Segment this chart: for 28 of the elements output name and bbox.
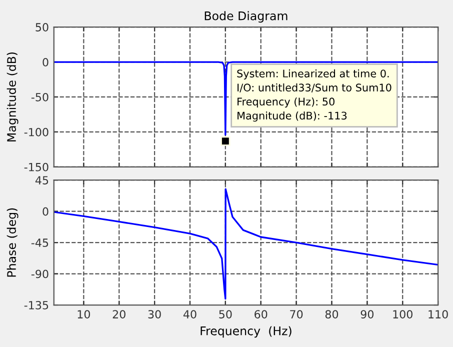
- y-tick-label: 0: [42, 207, 48, 216]
- y-axis-title: Magnitude (dB): [6, 52, 18, 142]
- x-tick-label: 10: [78, 310, 90, 318]
- x-tick-label: 110: [428, 310, 448, 318]
- y-tick-label: -50: [31, 92, 48, 102]
- line-series: [54, 188, 438, 300]
- y-tick-label: 50: [36, 23, 48, 32]
- annotation: System: Linearized at time 0. I/O: untitled33/Sum to Sum10 Frequency (Hz): 50 Magnitude (dB): -113: [237, 69, 392, 122]
- x-axis-title: Frequency (Hz): [200, 326, 292, 338]
- chart-title: Bode Diagram: [204, 11, 288, 23]
- y-tick-label: 45: [35, 176, 48, 184]
- y-tick-label: -150: [24, 162, 48, 172]
- x-tick-label: 40: [183, 310, 196, 318]
- x-tick-label: 90: [360, 310, 374, 318]
- x-tick-label: 70: [290, 310, 303, 318]
- y-axis-title: Phase (deg): [6, 208, 18, 277]
- y-tick-label: 0: [42, 58, 48, 66]
- y-tick-label: -90: [31, 270, 48, 278]
- y-tick-label: -45: [31, 238, 48, 247]
- y-tick-label: -100: [24, 128, 48, 136]
- x-tick-label: 100: [393, 310, 412, 318]
- x-tick-label: 30: [148, 310, 161, 318]
- x-tick-label: 20: [112, 310, 126, 318]
- x-tick-label: 60: [254, 310, 268, 318]
- x-tick-label: 50: [219, 310, 232, 318]
- line-series: [54, 61, 438, 136]
- y-tick-label: -135: [24, 300, 48, 310]
- x-tick-label: 80: [325, 310, 338, 318]
